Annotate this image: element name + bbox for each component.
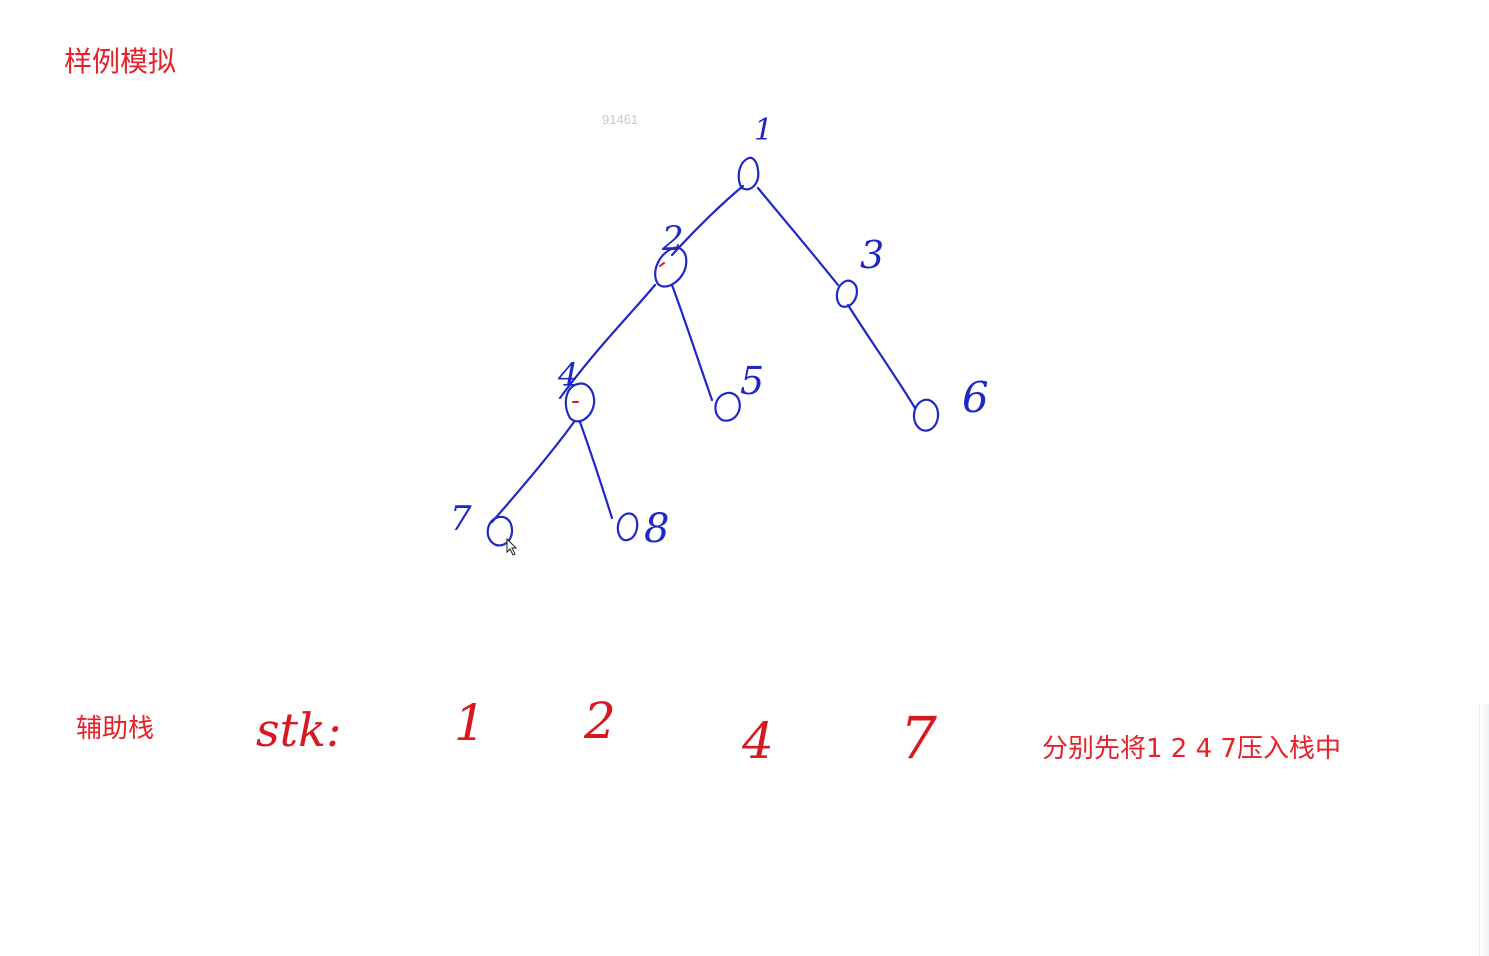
node-3-label: 3 xyxy=(860,233,884,277)
node-1-label: 1 xyxy=(754,113,773,148)
node-8-label: 8 xyxy=(644,506,669,552)
node-2-circle xyxy=(654,246,688,288)
stack-label: 辅助栈 xyxy=(76,714,155,744)
node-5-label: 5 xyxy=(740,359,764,403)
edge-2-5 xyxy=(670,283,714,402)
node-5-circle xyxy=(714,391,741,422)
edge-4-8 xyxy=(578,420,614,520)
stack-item-4: 7 xyxy=(900,704,937,772)
cursor-icon xyxy=(506,537,518,556)
node-6-label: 6 xyxy=(962,373,989,422)
node-2-label: 2 xyxy=(661,219,684,259)
stack-item-1: 1 xyxy=(454,694,486,752)
node-4-circle xyxy=(564,382,596,423)
watermark-text: 91461 xyxy=(602,112,639,127)
node-8-circle xyxy=(616,512,639,542)
page-title: 样例模拟 xyxy=(64,45,177,78)
edge-1-3 xyxy=(756,186,840,287)
node-2-mark xyxy=(659,262,665,267)
edge-2-4 xyxy=(558,283,657,400)
edge-4-7 xyxy=(490,420,576,524)
note-text: 分别先将1 2 4 7压入栈中 xyxy=(1042,734,1341,764)
stack-item-2: 2 xyxy=(583,692,616,750)
node-7-circle xyxy=(486,515,514,547)
scroll-edge xyxy=(1479,704,1489,956)
node-7-label: 7 xyxy=(450,499,472,539)
edge-3-6 xyxy=(846,303,917,410)
node-3-circle xyxy=(835,279,858,308)
stack-item-3: 4 xyxy=(741,712,774,770)
node-6-circle xyxy=(912,398,940,432)
node-4-label: 4 xyxy=(557,356,578,394)
stack-name: stk: xyxy=(256,703,341,757)
node-1-circle xyxy=(737,156,760,191)
